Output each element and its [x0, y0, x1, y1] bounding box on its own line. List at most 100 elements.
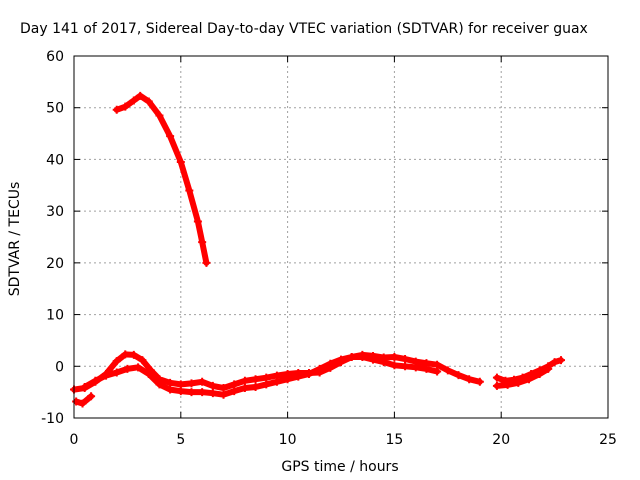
data-point	[112, 368, 121, 377]
data-point	[144, 97, 153, 106]
y-tick-label: 20	[46, 256, 64, 272]
data-point	[185, 186, 194, 195]
data-point	[166, 385, 175, 394]
data-point	[112, 105, 121, 114]
x-tick-label: 10	[279, 432, 297, 448]
data-point	[535, 370, 544, 379]
data-point	[524, 375, 533, 384]
data-point	[326, 359, 335, 368]
data-point	[166, 378, 175, 387]
data-point	[550, 358, 559, 367]
data-point	[87, 392, 96, 401]
y-tick-label: 60	[46, 49, 64, 65]
ticks-layer: 0 5 10 15 20 25 -10 0 10 20 30 40 50 60	[41, 49, 617, 448]
y-tick-label: 30	[46, 204, 64, 220]
data-point	[80, 382, 89, 391]
data-point	[347, 352, 356, 361]
data-point	[358, 352, 367, 361]
data-point	[240, 384, 249, 393]
y-tick-label: 10	[46, 308, 64, 324]
data-point	[251, 375, 260, 384]
data-point	[262, 380, 271, 389]
data-point	[219, 390, 228, 399]
plot-frame	[73, 55, 609, 419]
y-tick-label: -10	[41, 411, 64, 427]
data-point	[134, 363, 143, 372]
data-point	[390, 352, 399, 361]
data-point	[492, 373, 501, 382]
data-point	[129, 96, 138, 105]
x-tick-label: 20	[492, 432, 510, 448]
series-lower-arc-c	[81, 354, 441, 398]
y-tick-label: 0	[55, 359, 64, 375]
data-point	[136, 91, 145, 100]
data-point	[193, 217, 202, 226]
data-point	[503, 380, 512, 389]
data-point	[91, 376, 100, 385]
data-point	[443, 366, 452, 375]
data-point	[294, 372, 303, 381]
data-point	[123, 364, 132, 373]
data-point	[121, 350, 130, 359]
series-lower-arc-a	[71, 351, 483, 393]
data-point	[251, 382, 260, 391]
data-point	[390, 361, 399, 370]
data-point	[304, 370, 313, 379]
data-point	[433, 360, 442, 369]
x-tick-label: 25	[599, 432, 617, 448]
data-point	[401, 355, 410, 364]
data-point	[219, 384, 228, 393]
data-point	[176, 158, 185, 167]
data-point	[176, 387, 185, 396]
data-point	[369, 355, 378, 364]
data-point	[208, 389, 217, 398]
data-point	[78, 399, 87, 408]
data-point	[337, 355, 345, 364]
data-point	[454, 371, 463, 380]
data-point	[198, 377, 207, 386]
data-point	[144, 370, 153, 379]
data-point	[102, 371, 111, 380]
data-point	[138, 356, 147, 365]
data-point	[465, 375, 474, 384]
data-point	[315, 364, 324, 373]
data-point	[121, 102, 130, 111]
data-point	[187, 379, 196, 388]
data-point	[198, 238, 207, 247]
data-point	[198, 388, 207, 397]
data-point	[492, 381, 501, 390]
data-point	[475, 377, 484, 386]
data-point	[155, 380, 164, 389]
grid-layer	[74, 56, 608, 418]
x-tick-label: 5	[176, 432, 185, 448]
data-point	[283, 375, 292, 384]
y-tick-label: 50	[46, 101, 64, 117]
data-point	[544, 364, 553, 373]
data-point	[379, 358, 388, 367]
x-tick-label: 15	[385, 432, 403, 448]
data-point	[240, 376, 249, 385]
data-point	[272, 377, 281, 386]
data-layer	[70, 91, 566, 408]
data-point	[187, 388, 196, 397]
data-point	[411, 363, 420, 372]
data-point	[166, 132, 175, 141]
data-point	[401, 362, 410, 371]
series-high-arc	[113, 92, 210, 266]
chart-title: Day 141 of 2017, Sidereal Day-to-day VTE…	[20, 21, 588, 37]
data-point	[433, 367, 442, 376]
data-point	[230, 387, 239, 396]
data-point	[202, 258, 211, 267]
data-point	[176, 380, 185, 389]
y-tick-label: 40	[46, 152, 64, 168]
data-point	[112, 357, 121, 366]
x-axis-label: GPS time / hours	[281, 459, 398, 475]
y-axis-label: SDTVAR / TECUs	[7, 182, 23, 297]
data-point	[230, 380, 239, 389]
data-point	[155, 111, 164, 120]
data-point	[129, 350, 138, 359]
data-point	[514, 378, 523, 387]
data-point	[208, 381, 217, 390]
data-point	[72, 397, 81, 406]
